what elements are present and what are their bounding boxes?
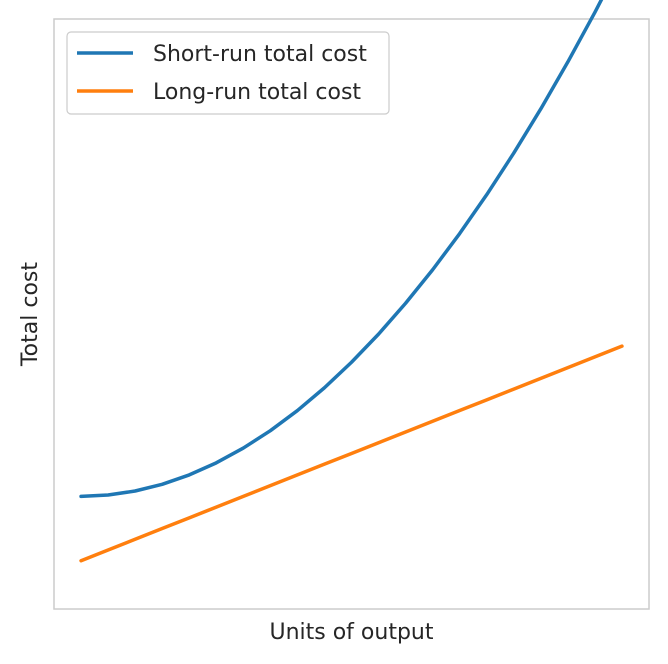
legend-label-short-run: Short-run total cost [153,42,367,67]
legend-box [66,31,390,115]
series-line-short-run-total-cost [79,0,604,499]
plot-area [53,18,650,610]
legend-label-long-run: Long-run total cost [153,80,361,105]
series-line-long-run-total-cost [79,344,624,563]
series-layer [79,0,624,563]
x-axis-label: Units of output [269,620,433,645]
y-axis-label: Total cost [18,262,43,367]
legend: Short-run total cost Long-run total cost [66,31,390,115]
